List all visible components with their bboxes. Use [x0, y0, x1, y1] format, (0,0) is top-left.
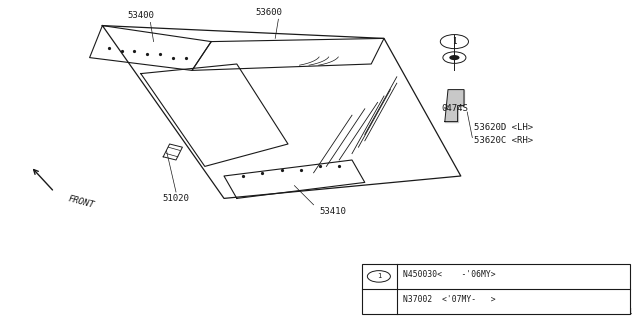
Text: 53410: 53410: [319, 207, 346, 216]
Text: 1: 1: [377, 273, 381, 279]
Text: 1: 1: [452, 37, 457, 46]
Text: 53600: 53600: [255, 8, 282, 17]
Circle shape: [449, 55, 460, 60]
Polygon shape: [445, 90, 464, 122]
Text: 51020: 51020: [163, 194, 189, 203]
Text: N450030<    -'06MY>: N450030< -'06MY>: [403, 270, 496, 279]
Text: 0474S: 0474S: [442, 104, 468, 113]
Bar: [362, 264, 630, 314]
Text: A505001144: A505001144: [588, 308, 634, 317]
Text: FRONT: FRONT: [67, 194, 95, 209]
Text: 53620C <RH>: 53620C <RH>: [474, 136, 532, 145]
Text: N37002  <'07MY-   >: N37002 <'07MY- >: [403, 295, 496, 304]
Text: 53620D <LH>: 53620D <LH>: [474, 124, 532, 132]
Text: 53400: 53400: [127, 12, 154, 20]
